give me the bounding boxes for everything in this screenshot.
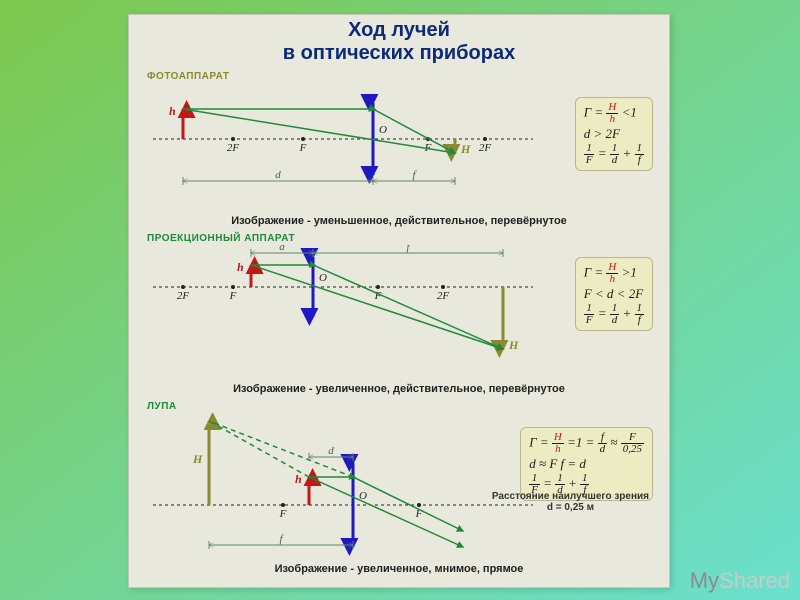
diagram-camera: 2F F F 2FO h H d f (143, 83, 543, 213)
svg-text:H: H (508, 338, 519, 352)
diagram-projector: 2F F F 2FO h H d f (143, 245, 543, 379)
svg-text:f: f (406, 245, 411, 253)
svg-text:h: h (295, 472, 302, 486)
slide-panel: Ход лучей в оптических приборах ФОТОАППА… (128, 14, 670, 588)
formula-note: Расстояние наилучшего зренияd = 0,25 м (492, 491, 649, 513)
formula-box: Г = Hh =1 = fd ≈ F0,25d ≈ F f = d1F = 1d… (520, 427, 653, 501)
watermark-a: My (690, 568, 719, 593)
title-line-2: в оптических приборах (129, 42, 669, 65)
svg-text:2F: 2F (177, 290, 190, 302)
svg-text:2F: 2F (437, 290, 450, 302)
svg-text:O: O (319, 272, 327, 284)
section-camera: ФОТОАППАРАТ 2F F F 2FO h H d f Г = (129, 69, 669, 231)
section-caption: Изображение - увеличенное, действительно… (129, 381, 669, 399)
section-caption: Изображение - уменьшенное, действительно… (129, 213, 669, 231)
svg-text:H: H (460, 142, 471, 156)
section-label: ЛУПА (147, 401, 177, 412)
diagram-loupe: F FO h H d f (143, 413, 543, 561)
title-line-1: Ход лучей (129, 15, 669, 42)
svg-text:2F: 2F (479, 142, 492, 154)
section-label: ПРОЕКЦИОННЫЙ АППАРАТ (147, 233, 295, 244)
svg-text:F: F (279, 508, 287, 520)
svg-text:d: d (328, 445, 334, 457)
formula-box: Г = Hh >1F < d < 2F1F = 1d + 1f (575, 257, 653, 331)
svg-text:2F: 2F (227, 142, 240, 154)
svg-text:F: F (299, 142, 307, 154)
svg-text:F: F (229, 290, 237, 302)
svg-text:f: f (279, 533, 284, 545)
svg-text:d: d (275, 169, 281, 181)
svg-text:f: f (412, 169, 417, 181)
section-label: ФОТОАППАРАТ (147, 71, 230, 82)
section-caption: Изображение - увеличенное, мнимое, прямо… (129, 561, 669, 579)
svg-text:h: h (169, 104, 176, 118)
svg-text:d: d (279, 245, 285, 253)
svg-text:h: h (237, 260, 244, 274)
section-projector: ПРОЕКЦИОННЫЙ АППАРАТ 2F F F 2FO h H d f (129, 231, 669, 399)
svg-text:H: H (192, 452, 203, 466)
watermark: MyShared (690, 568, 790, 594)
watermark-b: Shared (719, 568, 790, 593)
section-loupe: ЛУПА F FO h H d f Г = Hh =1 = fd ≈ F0,25… (129, 399, 669, 579)
formula-box: Г = Hh <1d > 2F1F = 1d + 1f (575, 97, 653, 171)
svg-text:O: O (379, 124, 387, 136)
